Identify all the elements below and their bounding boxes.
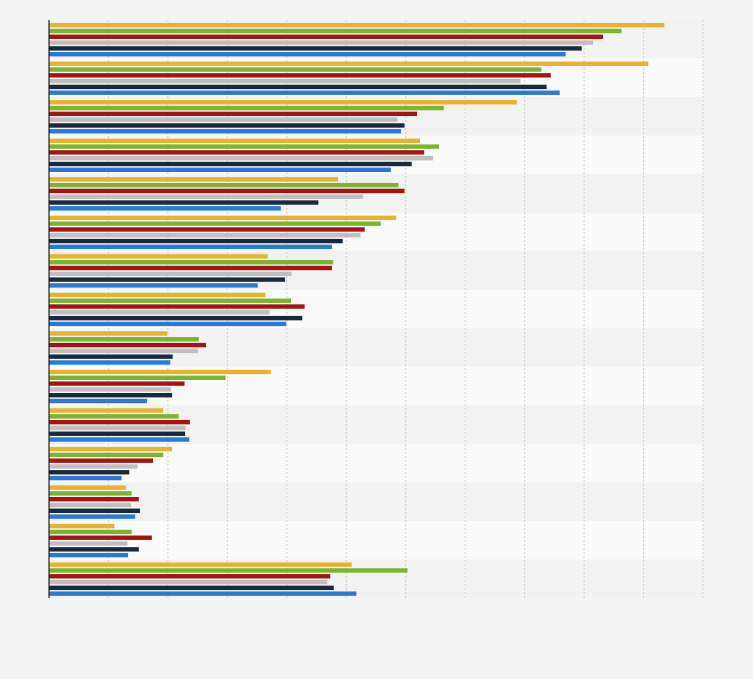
bar[interactable] (49, 221, 381, 226)
bar[interactable] (49, 78, 521, 84)
gridlines (107, 20, 704, 598)
bar[interactable] (49, 260, 334, 265)
bar[interactable] (49, 452, 164, 458)
bar[interactable] (49, 568, 408, 573)
bar[interactable] (49, 387, 171, 392)
bar[interactable] (49, 111, 418, 117)
bar[interactable] (49, 304, 305, 309)
bar[interactable] (49, 375, 226, 380)
bar[interactable] (49, 215, 397, 221)
row-band (49, 482, 703, 521)
bar[interactable] (49, 574, 331, 579)
bar[interactable] (49, 194, 363, 199)
bar[interactable] (49, 298, 291, 303)
bar[interactable] (49, 182, 399, 188)
bar[interactable] (49, 591, 357, 596)
bars (49, 23, 665, 596)
bar[interactable] (49, 23, 665, 28)
bar[interactable] (49, 535, 152, 540)
bar[interactable] (49, 238, 343, 244)
bar[interactable] (49, 354, 173, 359)
bar[interactable] (49, 254, 268, 259)
bar[interactable] (49, 161, 412, 167)
bar[interactable] (49, 585, 334, 591)
bar[interactable] (49, 446, 173, 452)
bar[interactable] (49, 117, 398, 122)
bar[interactable] (49, 167, 391, 172)
bar[interactable] (49, 458, 154, 463)
bar[interactable] (49, 310, 270, 315)
bar[interactable] (49, 144, 440, 149)
bar[interactable] (49, 579, 328, 585)
bar[interactable] (49, 529, 132, 535)
bar[interactable] (49, 233, 361, 238)
bar[interactable] (49, 348, 199, 354)
bar[interactable] (49, 129, 401, 134)
bar[interactable] (49, 244, 333, 250)
bar[interactable] (49, 67, 542, 72)
bar[interactable] (49, 331, 168, 336)
bar[interactable] (49, 398, 148, 404)
bar[interactable] (49, 508, 140, 513)
bar[interactable] (49, 381, 185, 386)
bar[interactable] (49, 156, 434, 161)
bar[interactable] (49, 552, 129, 558)
bar[interactable] (49, 105, 444, 111)
bar[interactable] (49, 292, 266, 298)
bar[interactable] (49, 464, 138, 469)
bar[interactable] (49, 52, 566, 57)
row-band (49, 520, 703, 560)
bar[interactable] (49, 84, 547, 90)
bar[interactable] (49, 342, 206, 348)
bar[interactable] (49, 277, 286, 282)
bar[interactable] (49, 419, 190, 425)
bar[interactable] (49, 61, 649, 66)
bar[interactable] (49, 177, 338, 182)
bar[interactable] (49, 502, 132, 508)
bar[interactable] (49, 562, 352, 567)
bar[interactable] (49, 431, 186, 436)
bar[interactable] (49, 73, 551, 78)
bar[interactable] (49, 315, 303, 321)
bar[interactable] (49, 206, 281, 211)
bar[interactable] (49, 46, 582, 51)
bar[interactable] (49, 437, 190, 442)
bar[interactable] (49, 514, 136, 519)
bar[interactable] (49, 138, 420, 143)
bar[interactable] (49, 497, 139, 502)
bar[interactable] (49, 28, 622, 34)
bar[interactable] (49, 337, 199, 342)
bar[interactable] (49, 123, 405, 128)
bar[interactable] (49, 100, 517, 105)
bar[interactable] (49, 523, 115, 529)
bar[interactable] (49, 90, 560, 95)
bar[interactable] (49, 425, 186, 431)
bar[interactable] (49, 470, 130, 475)
bar[interactable] (49, 541, 128, 546)
bar[interactable] (49, 547, 139, 552)
bar[interactable] (49, 393, 173, 398)
bar[interactable] (49, 271, 292, 276)
bar[interactable] (49, 408, 164, 413)
bar[interactable] (49, 414, 179, 419)
bar[interactable] (49, 491, 132, 496)
bar[interactable] (49, 40, 594, 45)
bar[interactable] (49, 200, 319, 205)
bar[interactable] (49, 265, 333, 271)
bar[interactable] (49, 369, 271, 375)
bar[interactable] (49, 485, 126, 490)
bar[interactable] (49, 475, 122, 481)
bar[interactable] (49, 188, 405, 194)
bar[interactable] (49, 227, 365, 232)
bar[interactable] (49, 321, 287, 327)
bar[interactable] (49, 150, 425, 155)
bar[interactable] (49, 360, 171, 365)
bar[interactable] (49, 283, 258, 288)
bar[interactable] (49, 34, 604, 39)
